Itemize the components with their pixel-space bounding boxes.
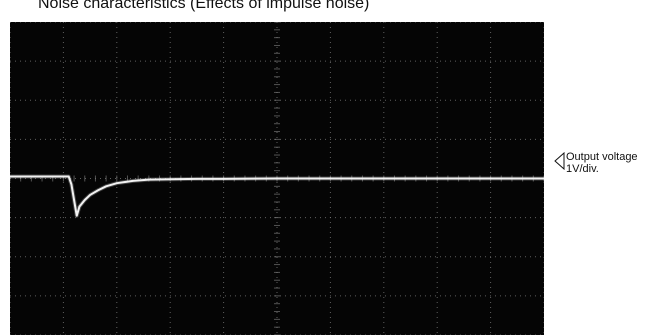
trace-data-point [436, 177, 439, 180]
output-voltage-annotation: Output voltage 1V/div. [553, 150, 671, 190]
trace-data-point [97, 189, 99, 192]
trace-data-point [276, 177, 278, 180]
trace-data-point [196, 178, 198, 180]
chart-title: Noise characteristics (Effects of impuls… [38, 0, 370, 12]
oscilloscope-plot [10, 22, 544, 335]
trace-data-point [543, 177, 544, 180]
trace-data-point [70, 183, 73, 186]
output-voltage-trace [10, 175, 544, 217]
trace-data-point [489, 177, 492, 180]
trace-data-point [83, 199, 86, 201]
trace-data-point [383, 177, 385, 180]
trace-data-point [132, 180, 134, 182]
trace-data-point [10, 175, 11, 178]
trace-data-point [75, 214, 78, 217]
voltage-scale-label: 1V/div. [566, 163, 599, 175]
oscilloscope-panel [10, 22, 544, 335]
trace-data-point [329, 177, 332, 180]
trace-data-point [148, 178, 150, 181]
trace-data-point [116, 182, 118, 184]
trace-data-point [67, 175, 70, 178]
left-triangle-marker-icon [554, 152, 565, 170]
trace-data-point [78, 205, 81, 208]
trace-data-point [105, 185, 107, 188]
output-voltage-label: Output voltage [566, 151, 638, 163]
scope-grid [10, 22, 544, 335]
trace-data-point [222, 178, 225, 180]
trace-data-point [73, 199, 75, 201]
trace-data-point [169, 178, 171, 181]
trace-data-point [89, 194, 91, 196]
